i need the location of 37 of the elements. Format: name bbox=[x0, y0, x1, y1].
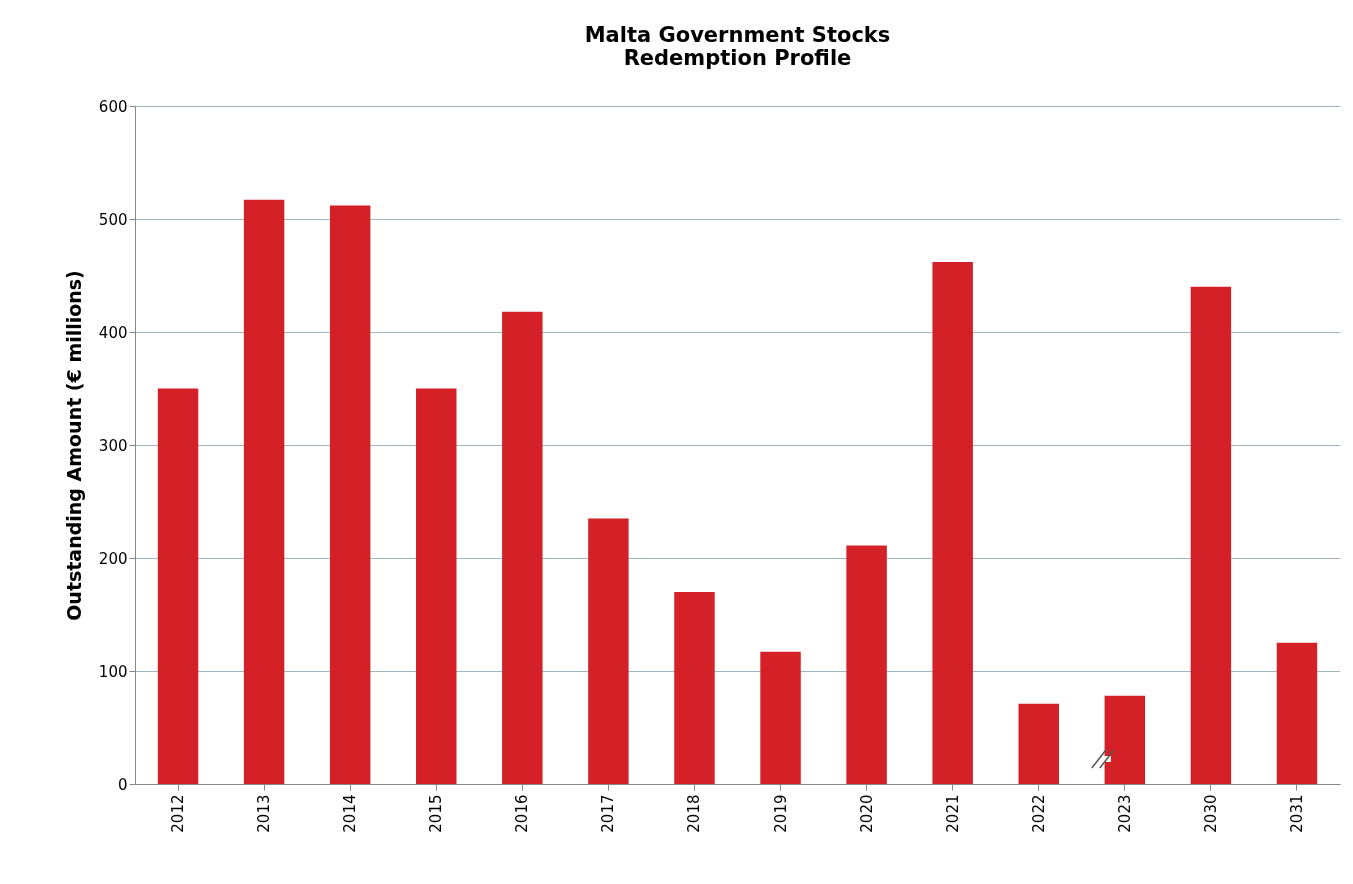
bar bbox=[1018, 703, 1059, 784]
bar bbox=[243, 199, 285, 784]
x-tick-label: 2023 bbox=[1115, 794, 1134, 833]
x-tick-label: 2014 bbox=[341, 794, 360, 833]
y-axis-title: Outstanding Amount (€ millions) bbox=[62, 270, 85, 621]
y-tick-label: 500 bbox=[98, 210, 128, 229]
y-tick-label: 600 bbox=[98, 97, 128, 116]
x-tick-label: 2018 bbox=[685, 794, 704, 833]
bar bbox=[157, 388, 199, 784]
y-tick-label: 200 bbox=[98, 549, 128, 568]
bar bbox=[760, 651, 801, 784]
y-tick-label: 100 bbox=[98, 662, 128, 681]
x-tick-label: 2022 bbox=[1029, 794, 1048, 833]
x-tick-label: 2021 bbox=[943, 794, 962, 833]
x-tick-label: 2030 bbox=[1201, 794, 1220, 833]
bar bbox=[846, 545, 887, 784]
x-tick-label: 2020 bbox=[857, 794, 876, 833]
x-tick-label: 2013 bbox=[255, 794, 274, 833]
y-tick-label: 300 bbox=[98, 436, 128, 455]
bar bbox=[674, 591, 715, 784]
bar bbox=[1190, 286, 1232, 784]
x-tick-label: 2019 bbox=[771, 794, 790, 833]
x-tick-label: 2016 bbox=[513, 794, 532, 833]
bar bbox=[329, 205, 371, 784]
bar bbox=[1276, 642, 1318, 784]
bar bbox=[1104, 695, 1146, 784]
x-tick-label: 2017 bbox=[599, 794, 618, 833]
x-tick-label: 2012 bbox=[169, 794, 188, 833]
bar bbox=[502, 311, 543, 784]
x-tick-label: 2031 bbox=[1287, 794, 1306, 833]
bar bbox=[932, 261, 973, 784]
x-tick-label: 2015 bbox=[427, 794, 446, 833]
y-tick-label: 400 bbox=[98, 323, 128, 342]
bar bbox=[416, 388, 457, 784]
bar bbox=[588, 518, 629, 784]
y-tick-label: 0 bbox=[117, 775, 128, 794]
chart-title: Malta Government Stocks Redemption Profile bbox=[584, 23, 891, 70]
